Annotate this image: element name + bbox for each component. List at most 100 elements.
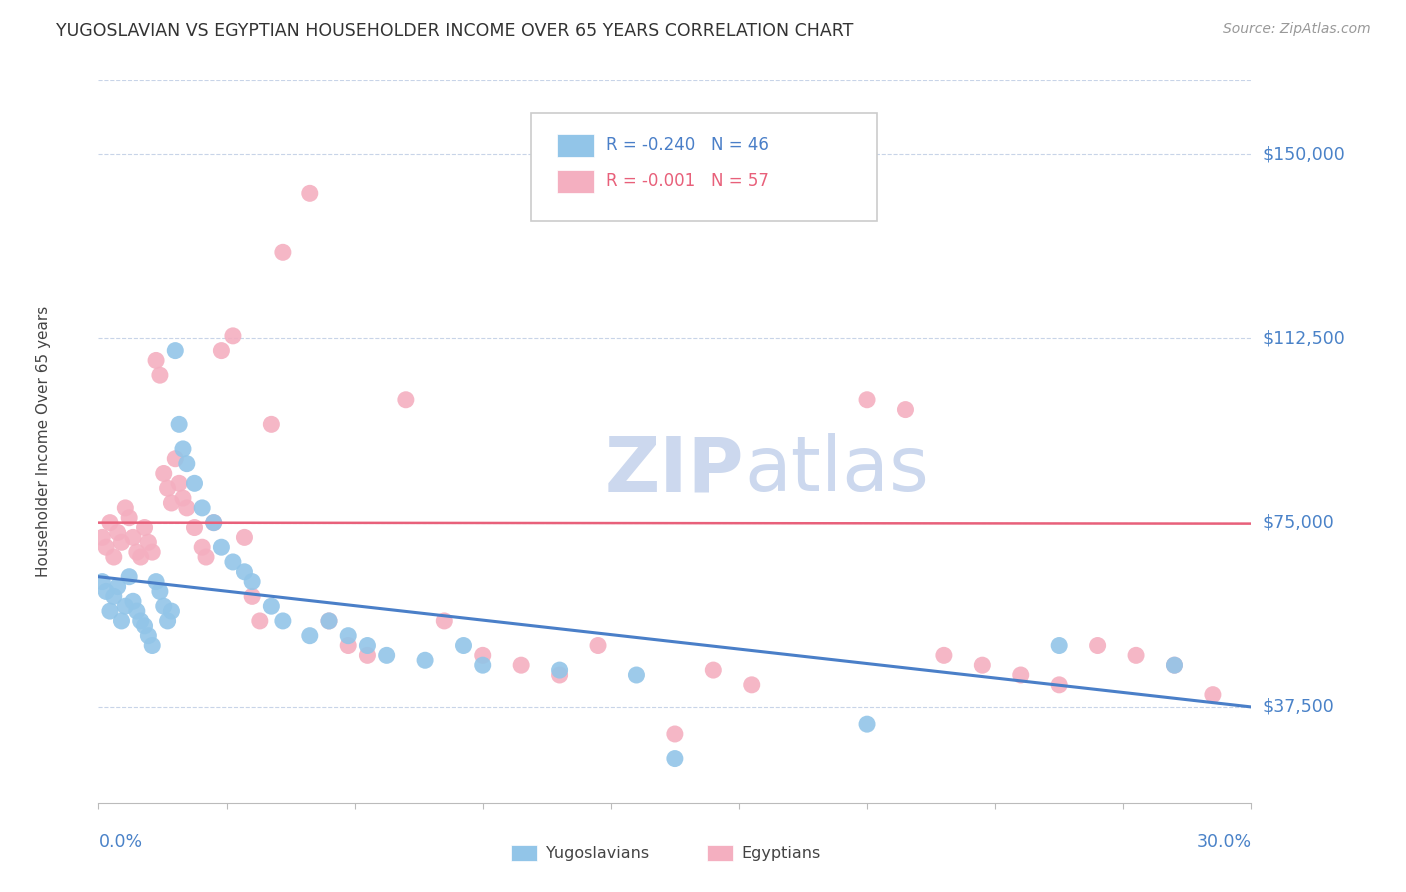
Point — [138, 535, 160, 549]
Point — [145, 574, 167, 589]
Point — [94, 540, 117, 554]
Point — [298, 186, 321, 201]
Point — [118, 570, 141, 584]
Point — [337, 639, 360, 653]
Point — [626, 668, 648, 682]
Point — [125, 604, 148, 618]
Point — [202, 516, 225, 530]
Point — [356, 639, 378, 653]
FancyBboxPatch shape — [557, 134, 595, 157]
Point — [741, 678, 763, 692]
Point — [160, 604, 183, 618]
Point — [141, 639, 163, 653]
Point — [134, 520, 156, 534]
Point — [118, 510, 141, 524]
Point — [145, 353, 167, 368]
Point — [548, 668, 571, 682]
Text: Yugoslavians: Yugoslavians — [546, 846, 650, 861]
Point — [453, 639, 475, 653]
Point — [103, 549, 125, 564]
Text: YUGOSLAVIAN VS EGYPTIAN HOUSEHOLDER INCOME OVER 65 YEARS CORRELATION CHART: YUGOSLAVIAN VS EGYPTIAN HOUSEHOLDER INCO… — [56, 22, 853, 40]
Point — [356, 648, 378, 663]
Point — [395, 392, 418, 407]
Text: ZIP: ZIP — [605, 434, 744, 508]
Point — [240, 590, 263, 604]
Point — [413, 653, 436, 667]
Point — [195, 549, 218, 564]
Point — [471, 658, 494, 673]
Point — [91, 530, 114, 544]
FancyBboxPatch shape — [512, 846, 537, 862]
Point — [134, 619, 156, 633]
Point — [1087, 639, 1109, 653]
Point — [240, 574, 263, 589]
Point — [98, 604, 121, 618]
Point — [138, 629, 160, 643]
Point — [107, 580, 129, 594]
FancyBboxPatch shape — [557, 169, 595, 193]
Point — [167, 417, 190, 432]
Text: Egyptians: Egyptians — [742, 846, 821, 861]
Point — [114, 500, 136, 515]
Point — [260, 417, 283, 432]
Text: atlas: atlas — [744, 434, 929, 508]
Point — [1163, 658, 1185, 673]
Point — [183, 476, 205, 491]
Point — [149, 368, 172, 383]
Point — [165, 451, 187, 466]
Point — [1163, 658, 1185, 673]
Point — [298, 629, 321, 643]
Point — [129, 549, 152, 564]
Point — [110, 614, 132, 628]
Point — [894, 402, 917, 417]
Point — [122, 530, 145, 544]
Point — [664, 727, 686, 741]
Point — [664, 751, 686, 765]
Text: R = -0.240   N = 46: R = -0.240 N = 46 — [606, 136, 769, 154]
Point — [103, 590, 125, 604]
Point — [107, 525, 129, 540]
Point — [172, 491, 194, 505]
FancyBboxPatch shape — [531, 112, 877, 221]
Point — [156, 614, 179, 628]
Point — [932, 648, 955, 663]
Point — [1010, 668, 1032, 682]
Point — [271, 614, 294, 628]
Point — [222, 329, 245, 343]
Point — [1047, 639, 1070, 653]
Point — [98, 516, 121, 530]
Point — [160, 496, 183, 510]
Point — [152, 599, 174, 614]
Text: $150,000: $150,000 — [1263, 145, 1346, 163]
Text: Householder Income Over 65 years: Householder Income Over 65 years — [35, 306, 51, 577]
Point — [271, 245, 294, 260]
Point — [1125, 648, 1147, 663]
Point — [1047, 678, 1070, 692]
Point — [209, 540, 232, 554]
Text: Source: ZipAtlas.com: Source: ZipAtlas.com — [1223, 22, 1371, 37]
Text: $37,500: $37,500 — [1263, 698, 1334, 716]
Point — [702, 663, 724, 677]
Point — [191, 540, 214, 554]
Point — [471, 648, 494, 663]
Point — [1202, 688, 1225, 702]
Point — [318, 614, 340, 628]
Point — [114, 599, 136, 614]
Point — [156, 481, 179, 495]
Point — [375, 648, 398, 663]
Point — [176, 457, 198, 471]
Point — [260, 599, 283, 614]
Point — [94, 584, 117, 599]
Point — [191, 500, 214, 515]
Point — [152, 467, 174, 481]
Point — [165, 343, 187, 358]
Point — [202, 516, 225, 530]
Point — [110, 535, 132, 549]
Text: R = -0.001   N = 57: R = -0.001 N = 57 — [606, 172, 769, 190]
Point — [183, 520, 205, 534]
Point — [856, 717, 879, 731]
Point — [233, 565, 256, 579]
Point — [337, 629, 360, 643]
Point — [510, 658, 533, 673]
Point — [125, 545, 148, 559]
